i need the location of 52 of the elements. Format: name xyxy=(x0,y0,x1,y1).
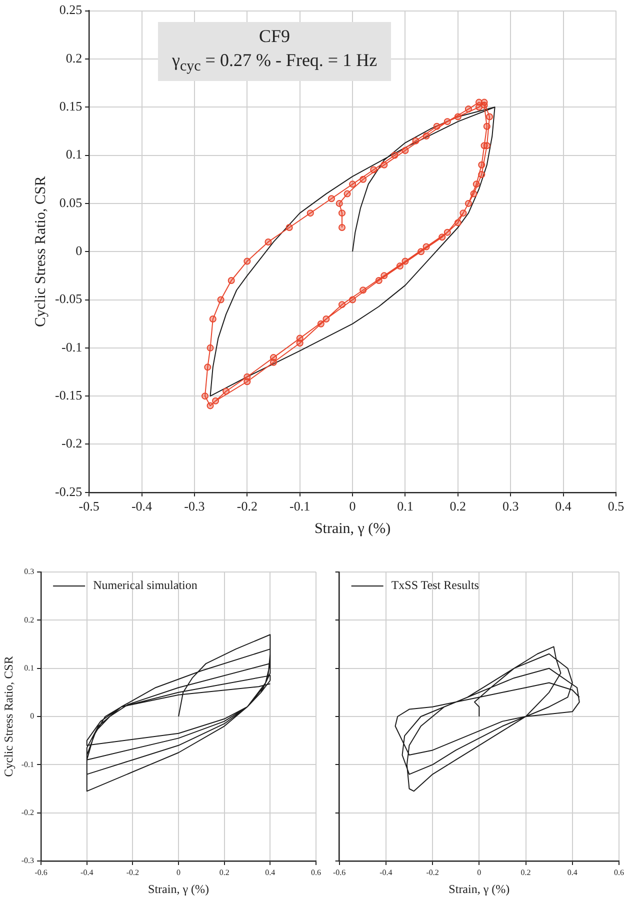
y-tick-label: 0 xyxy=(76,243,82,258)
x-tick-label: 0.6 xyxy=(614,868,624,877)
x-tick-label: 0.2 xyxy=(520,868,531,877)
y-tick-label: 0.15 xyxy=(59,98,82,114)
y-tick-label: -0.05 xyxy=(54,291,82,306)
y-tick-label: 0.2 xyxy=(66,50,82,66)
y-tick-label: 0.2 xyxy=(24,615,34,624)
x-tick-label: -0.6 xyxy=(34,868,48,877)
y-tick-label: 0.1 xyxy=(66,146,82,162)
y-tick-label: 0 xyxy=(30,712,34,721)
x-tick-label: 0.2 xyxy=(450,498,466,514)
y-axis-title: Cyclic Stress Ratio, CSR xyxy=(1,656,16,777)
x-tick-label: -0.3 xyxy=(184,498,205,514)
y-tick-label: 0.05 xyxy=(59,194,82,210)
x-tick-label: 0.4 xyxy=(567,868,578,877)
x-axis-title: Strain, γ (%) xyxy=(448,882,510,896)
x-tick-label: -0.1 xyxy=(290,498,310,514)
y-tick-label: -0.1 xyxy=(21,760,34,769)
x-tick-label: 0.1 xyxy=(397,498,414,514)
y-tick-label: 0.25 xyxy=(59,2,82,18)
x-tick-label: -0.4 xyxy=(380,868,392,877)
x-tick-label: -0.4 xyxy=(80,868,94,877)
y-tick-label: -0.2 xyxy=(21,808,34,817)
x-tick-label: 0.3 xyxy=(502,498,519,514)
legend-label: Numerical simulation xyxy=(93,578,198,592)
x-axis-title: Strain, γ (%) xyxy=(314,520,391,537)
x-tick-label: -0.2 xyxy=(426,868,439,877)
y-tick-label: 0.1 xyxy=(24,663,34,672)
x-axis-title: Strain, γ (%) xyxy=(148,882,210,896)
x-tick-label: 0 xyxy=(176,868,181,877)
y-tick-label: 0.3 xyxy=(24,567,34,576)
x-tick-label: 0.4 xyxy=(555,498,572,514)
x-tick-label: 0.4 xyxy=(265,868,276,877)
x-tick-label: 0 xyxy=(349,498,356,514)
x-tick-label: 0.6 xyxy=(311,868,321,877)
x-tick-label: -0.5 xyxy=(78,498,100,514)
y-tick-label: -0.15 xyxy=(54,388,82,402)
annotation: γ$_{cyc}$ = 0.27 % - Freq. = 1 Hz xyxy=(172,49,378,77)
legend-label: TxSS Test Results xyxy=(391,578,480,592)
x-tick-label: -0.2 xyxy=(126,868,140,877)
x-tick-label: -0.4 xyxy=(131,498,153,514)
y-tick-label: -0.1 xyxy=(61,339,82,354)
x-tick-label: 0.5 xyxy=(608,498,624,514)
x-tick-label: 0 xyxy=(477,868,482,877)
y-tick-label: -0.3 xyxy=(21,856,34,866)
x-tick-label: 0.2 xyxy=(219,868,230,877)
y-tick-label: -0.25 xyxy=(54,484,82,499)
x-tick-label: -0.2 xyxy=(236,498,258,514)
annotation: CF9 xyxy=(258,25,292,48)
y-tick-label: -0.2 xyxy=(61,436,82,451)
x-tick-label: -0.6 xyxy=(332,868,346,877)
y-axis-title: Cyclic Stress Ratio, CSR xyxy=(32,176,49,328)
